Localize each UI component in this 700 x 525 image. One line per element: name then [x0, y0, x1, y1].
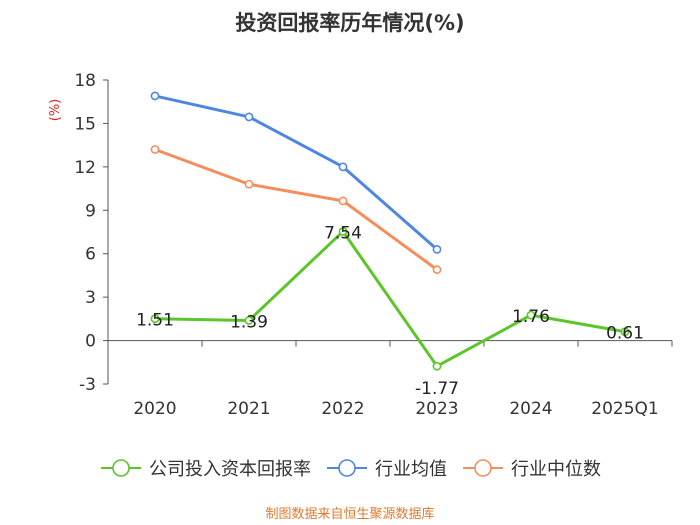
legend-marker: [112, 459, 130, 477]
series-line: [154, 148, 438, 271]
legend-label: 行业均值: [375, 459, 447, 480]
x-tick-label: 2024: [509, 399, 552, 419]
legend-label: 行业中位数: [511, 459, 601, 480]
legend-marker: [474, 459, 492, 477]
data-point: [432, 265, 442, 275]
data-point: [150, 91, 160, 101]
source-footer: 制图数据来自恒生聚源数据库: [265, 506, 434, 522]
x-tick-label: 2023: [415, 399, 458, 419]
legend-item: 行业均值: [327, 459, 447, 480]
y-axis-unit-label: (%): [48, 99, 63, 122]
y-tick-label: -3: [79, 375, 96, 395]
data-point: [244, 316, 254, 325]
data-point: [244, 112, 254, 122]
x-tick-label: 2020: [133, 399, 176, 419]
x-tick-label: 2021: [227, 399, 270, 419]
y-tick-label: 6: [85, 245, 96, 265]
data-label: 0.61: [606, 324, 644, 344]
series-公司投入资本回报率: [150, 227, 630, 371]
data-point: [526, 310, 536, 320]
data-point: [150, 314, 160, 324]
legend-label: 公司投入资本回报率: [149, 459, 311, 480]
data-point: [338, 227, 348, 236]
legend-item: 行业中位数: [463, 459, 601, 480]
data-label: -1.77: [415, 379, 459, 399]
data-label: 1.76: [512, 307, 550, 327]
y-tick-label: 9: [85, 201, 96, 221]
data-label: 1.39: [230, 312, 268, 332]
y-tick-label: 12: [74, 158, 96, 178]
data-labels: 1.51 1.39 7.54 -1.77 1.76 0.61: [136, 223, 644, 399]
y-tick-label: 3: [85, 288, 96, 308]
series-行业均值: [150, 91, 442, 254]
series-行业中位数: [150, 145, 442, 275]
legend: 公司投入资本回报率 行业均值 行业中位数: [101, 459, 601, 480]
data-point: [338, 162, 348, 172]
y-tick-label: 0: [85, 332, 96, 352]
axes: -3 0 3 6 9 12 15 18 2020 2021 2022 2023 2024 2025Q1: [74, 71, 673, 419]
data-point: [244, 179, 254, 189]
data-point: [150, 145, 160, 154]
y-tick-label: 18: [74, 71, 96, 91]
data-point: [620, 327, 630, 337]
data-point: [338, 196, 348, 206]
data-label: 1.51: [136, 311, 174, 331]
series-line: [154, 229, 626, 368]
series-layer: [150, 91, 630, 371]
data-point: [432, 361, 442, 371]
x-tick-label: 2022: [321, 399, 364, 419]
legend-marker: [338, 459, 356, 477]
y-tick-label: 15: [74, 114, 96, 134]
x-tick-label: 2025Q1: [591, 399, 658, 419]
chart-title: 投资回报率历年情况(%): [235, 11, 464, 35]
legend-item: 公司投入资本回报率: [101, 459, 311, 480]
data-label: 7.54: [324, 223, 362, 243]
series-line: [154, 94, 438, 251]
data-point: [432, 244, 442, 254]
